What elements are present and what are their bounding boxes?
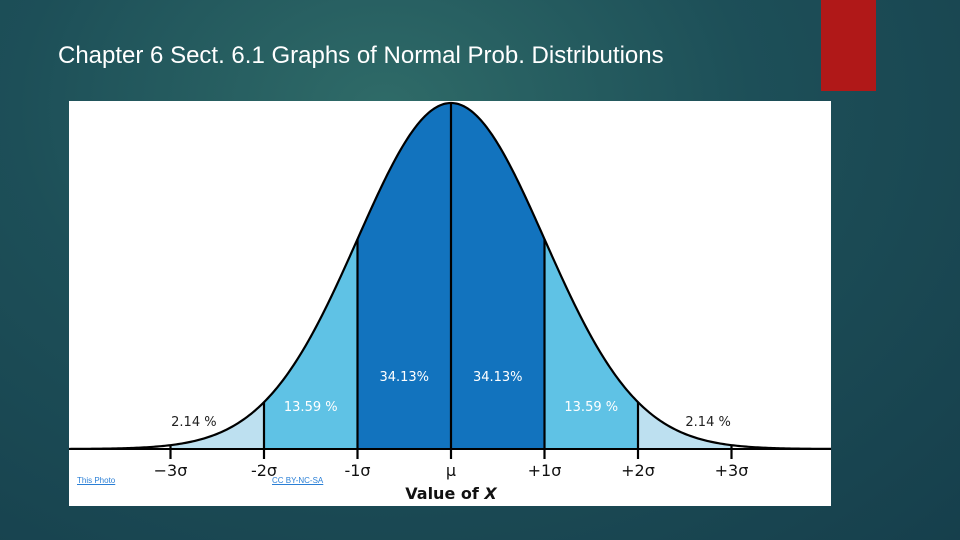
tick-label-4: +1σ bbox=[528, 461, 562, 480]
tick-label-1: -2σ bbox=[251, 461, 277, 480]
normal-distribution-figure: −3σ -2σ -1σ μ +1σ +2σ +3σ 2.14 % 13.59 % 34.13% 3… bbox=[69, 101, 831, 506]
region-3 bbox=[357, 103, 451, 449]
percent-label-3: 34.13% bbox=[379, 370, 429, 385]
curve-outline bbox=[69, 101, 831, 451]
percent-label-6: 2.14 % bbox=[685, 415, 730, 430]
percent-label-5: 13.59 % bbox=[564, 400, 618, 415]
tick-label-5: +2σ bbox=[621, 461, 655, 480]
accent-bar bbox=[821, 0, 876, 91]
x-axis-label: Value of X bbox=[405, 484, 497, 503]
percent-label-1: 2.14 % bbox=[171, 415, 216, 430]
tick-label-3: μ bbox=[446, 461, 456, 480]
region-1 bbox=[170, 402, 264, 449]
credit-photo-link[interactable]: This Photo bbox=[77, 476, 116, 485]
percent-label-2: 13.59 % bbox=[284, 400, 338, 415]
tick-label-2: -1σ bbox=[344, 461, 370, 480]
normal-curve-chart: −3σ -2σ -1σ μ +1σ +2σ +3σ 2.14 % 13.59 % 34.13% 3… bbox=[69, 101, 831, 503]
tick-label-0: −3σ bbox=[154, 461, 188, 480]
percent-label-4: 34.13% bbox=[473, 370, 523, 385]
region-4 bbox=[451, 103, 545, 449]
tick-label-6: +3σ bbox=[715, 461, 749, 480]
credit-license-link[interactable]: CC BY-NC-SA bbox=[272, 476, 324, 485]
region-6 bbox=[638, 402, 732, 449]
slide-title: Chapter 6 Sect. 6.1 Graphs of Normal Pro… bbox=[58, 42, 664, 69]
